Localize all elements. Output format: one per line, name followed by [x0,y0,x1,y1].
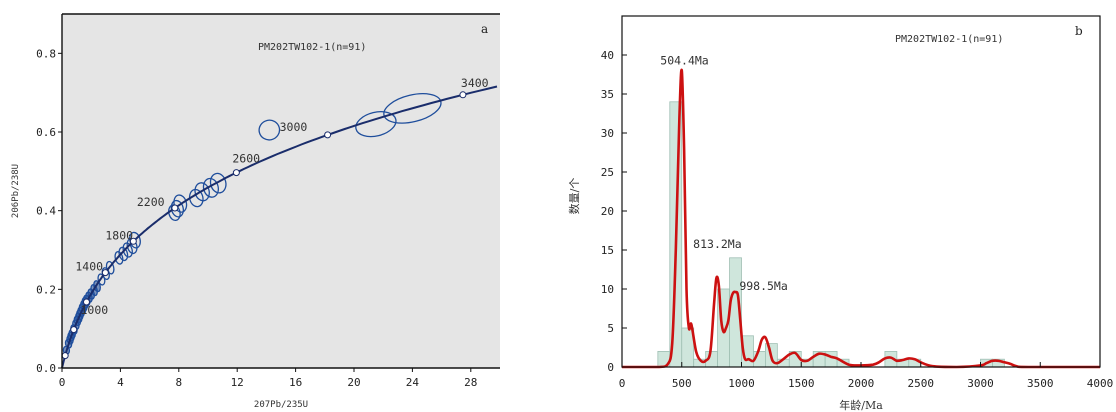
analysis-ellipse [105,260,115,275]
age-marker-label: 3000 [280,120,308,134]
age-marker-dot [82,298,90,306]
sample-label-a: PM202TW102-1(n=91) [258,42,366,53]
analysis-ellipse [188,188,204,208]
x-tick-label: 8 [175,376,182,389]
age-marker-label: 1800 [105,228,133,242]
x-tick-label: 0 [59,376,66,389]
x-tick-label: 1500 [788,377,815,390]
peak-age-label: 504.4Ma [660,54,708,68]
x-axis-label-b: 年龄/Ma [839,398,883,412]
x-tick-label: 24 [406,376,420,389]
age-marker-label: 3400 [461,76,489,90]
histogram-bar-layer [657,101,1005,368]
x-tick-label: 2000 [848,377,875,390]
tick-layer-a: 0 4 8 12 16 20 24 28 0.0 0.2 0.4 0.6 0.8 [36,47,477,389]
probability-density-curve [622,68,1100,369]
age-marker-dot [129,237,137,245]
x-tick-label: 20 [347,376,360,389]
y-tick-label: 0.4 [36,205,56,218]
y-axis-label-a: 206Pb/238U [11,164,21,218]
plot-frame-b [621,15,1101,368]
x-tick-label: 1000 [728,377,755,390]
age-marker-dot [324,131,332,139]
x-tick-label: 4000 [1087,377,1114,390]
y-tick-label: 25 [601,166,614,179]
plot-area-a [62,14,500,368]
y-tick-label: 5 [607,322,614,335]
x-tick-label: 28 [464,376,477,389]
panel-label-a: a [481,22,488,36]
x-tick-label: 12 [231,376,244,389]
x-tick-label: 3000 [967,377,994,390]
y-tick-label: 0 [607,361,614,374]
y-axis-label-b: 数量/个 [568,178,581,215]
age-histogram-chart: 0 500 1000 1500 2000 2500 3000 3500 4000 0 5 10 15 20… [568,15,1114,412]
age-marker-dot [459,91,467,99]
age-marker-label: 1000 [80,303,108,317]
tick-layer-b: 0 500 1000 1500 2000 2500 3000 3500 4000 0 5 10 15 20… [601,49,1114,390]
panel-label-b: b [1075,24,1083,38]
analysis-ellipse [258,119,281,141]
x-tick-label: 500 [672,377,692,390]
age-marker-dot [61,352,69,360]
age-marker-dot [101,269,109,277]
y-tick-label: 0.2 [36,283,56,296]
x-tick-label: 0 [619,377,626,390]
age-marker-label: 1400 [75,260,103,274]
x-tick-label: 16 [289,376,302,389]
y-tick-label: 40 [601,49,614,62]
y-tick-label: 10 [601,283,614,296]
peak-label-layer: 504.4Ma 813.2Ma 998.5Ma [660,54,788,294]
x-tick-label: 4 [117,376,124,389]
age-marker-dot [232,169,240,177]
age-marker-layer: 1000 1400 1800 2200 2600 3000 3400 [61,76,489,360]
y-tick-label: 15 [601,244,614,257]
sample-label-b: PM202TW102-1(n=91) [895,34,1003,45]
x-tick-label: 2500 [908,377,935,390]
analysis-ellipse [194,182,210,202]
peak-age-label: 813.2Ma [693,237,741,251]
analysis-ellipse [355,111,397,138]
age-marker-label: 2200 [137,195,165,209]
concordia-chart: 1000 1400 1800 2200 2600 3000 3400 0 4 8 12 16 20 24… [11,13,500,410]
y-tick-label: 0.6 [36,126,56,139]
y-tick-label: 20 [601,205,614,218]
y-tick-label: 30 [601,127,614,140]
age-marker-dot [171,204,179,212]
age-marker-dot [70,326,78,334]
y-tick-label: 0.8 [36,47,56,60]
y-tick-label: 0.0 [36,362,56,375]
x-axis-label-a: 207Pb/235U [254,400,308,410]
peak-age-label: 998.5Ma [739,279,787,293]
y-tick-label: 35 [601,88,614,101]
age-marker-label: 2600 [232,152,260,166]
x-tick-label: 3500 [1027,377,1054,390]
